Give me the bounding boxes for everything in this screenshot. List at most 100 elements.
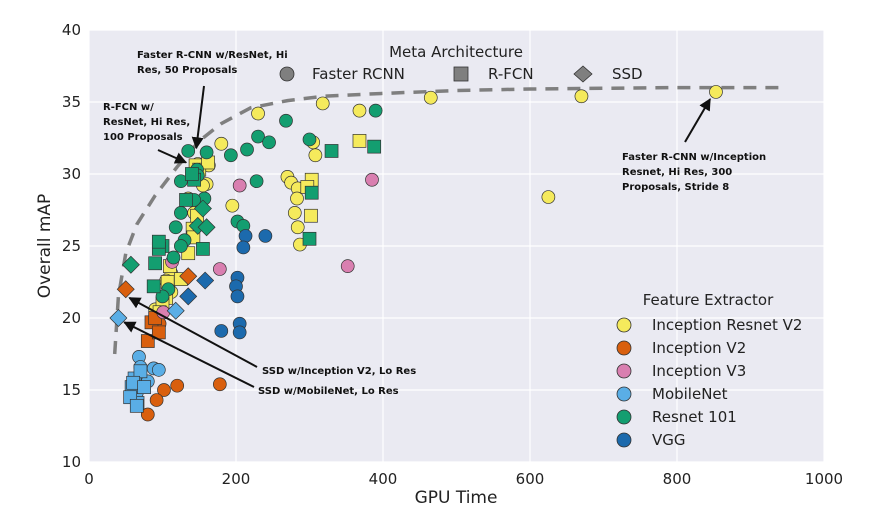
point-inception-resnet-v2-faster-rcnn xyxy=(423,90,438,105)
legend-square-marker xyxy=(453,66,469,82)
point-inception-v2-ssd xyxy=(116,280,135,299)
point-inception-resnet-v2-faster-rcnn xyxy=(352,103,367,118)
point-inception-resnet-v2-faster-rcnn xyxy=(214,136,229,151)
point-resnet-101-faster-rcnn xyxy=(168,220,183,235)
annotation-text: 100 Proposals xyxy=(103,132,183,143)
y-tick-label: 35 xyxy=(62,93,81,111)
point-inception-resnet-v2-r-fcn xyxy=(352,134,367,148)
point-resnet-101-r-fcn xyxy=(324,144,339,158)
annotation-arrow xyxy=(157,149,188,164)
point-inception-v2-faster-rcnn xyxy=(157,383,171,397)
point-inception-resnet-v2-faster-rcnn xyxy=(709,85,723,99)
point-inception-resnet-v2-faster-rcnn xyxy=(290,220,305,235)
annotation-text: Res, 50 Proposals xyxy=(137,65,237,76)
y-axis-label: Overall mAP xyxy=(35,194,55,299)
point-vgg-ssd xyxy=(196,271,215,290)
point-vgg-faster-rcnn xyxy=(236,240,251,255)
legend-swatch-vgg xyxy=(616,432,632,448)
y-tick-label: 10 xyxy=(62,453,81,471)
point-resnet-101-faster-rcnn xyxy=(302,132,317,147)
frontier-curve xyxy=(112,85,788,355)
point-resnet-101-r-fcn xyxy=(367,139,382,154)
point-inception-resnet-v2-faster-rcnn xyxy=(315,96,330,111)
annotation-text: SSD w/Inception V2, Lo Res xyxy=(262,366,416,377)
point-inception-resnet-v2-faster-rcnn xyxy=(225,198,240,213)
color-legend-title: Feature Extractor xyxy=(643,291,774,309)
y-tick-label: 15 xyxy=(62,381,81,399)
legend-entry-inception-resnet-v2: Inception Resnet V2 xyxy=(652,316,802,334)
point-mobilenet-ssd xyxy=(109,309,128,327)
legend-swatch-inception-resnet-v2 xyxy=(616,317,632,333)
legend-circle-marker xyxy=(279,66,295,82)
point-resnet-101-faster-rcnn xyxy=(262,135,276,150)
marker-legend: Meta Architecture Faster RCNN R-FCN SSD xyxy=(279,43,643,83)
point-resnet-101-faster-rcnn xyxy=(174,206,188,220)
x-tick-label: 200 xyxy=(222,470,251,488)
point-resnet-101-faster-rcnn xyxy=(199,145,214,160)
annotation-arrow xyxy=(191,85,205,150)
point-resnet-101-faster-rcnn xyxy=(368,103,383,118)
y-tick-label: 40 xyxy=(62,21,81,39)
point-inception-v2-faster-rcnn xyxy=(149,393,164,407)
point-resnet-101-faster-rcnn xyxy=(251,129,265,144)
x-tick-label: 800 xyxy=(663,470,692,488)
point-resnet-101-faster-rcnn xyxy=(279,113,293,128)
point-vgg-faster-rcnn xyxy=(258,229,273,243)
tick-labels: 0 200 400 600 800 1000 10 15 20 25 30 35 40 xyxy=(62,21,843,488)
y-tick-label: 25 xyxy=(62,237,81,255)
point-inception-v3-faster-rcnn xyxy=(212,262,227,276)
point-inception-resnet-v2-faster-rcnn xyxy=(290,191,304,206)
point-resnet-101-faster-rcnn xyxy=(224,148,238,163)
legend-swatch-mobilenet xyxy=(616,386,632,402)
y-tick-label: 20 xyxy=(62,309,81,327)
annotation-text: Proposals, Stride 8 xyxy=(622,182,729,193)
x-tick-label: 600 xyxy=(516,470,545,488)
point-resnet-101-r-fcn xyxy=(179,193,193,207)
point-mobilenet-r-fcn xyxy=(137,380,151,394)
point-inception-v3-faster-rcnn xyxy=(232,178,247,193)
legend-swatch-inception-v2 xyxy=(616,340,632,356)
point-resnet-101-r-fcn xyxy=(304,185,319,200)
x-tick-label: 1000 xyxy=(805,470,843,488)
annotation-arrow xyxy=(684,98,711,143)
annotation-text: Faster R-CNN w/ResNet, Hi xyxy=(137,50,288,61)
point-resnet-101-faster-rcnn xyxy=(166,250,181,265)
point-inception-v2-ssd xyxy=(179,267,198,286)
color-legend: Feature Extractor Inception Resnet V2 Inc… xyxy=(616,291,802,449)
point-inception-resnet-v2-r-fcn xyxy=(304,208,318,223)
point-resnet-101-ssd xyxy=(197,218,216,237)
legend-entry-inception-v3: Inception V3 xyxy=(652,362,746,380)
x-tick-label: 400 xyxy=(369,470,398,488)
annotation-text: Faster R-CNN w/Inception xyxy=(622,152,766,163)
point-inception-v3-faster-rcnn xyxy=(340,259,355,274)
point-inception-v3-faster-rcnn xyxy=(365,172,379,187)
legend-swatch-resnet-101 xyxy=(616,409,632,425)
point-resnet-101-ssd xyxy=(193,199,212,218)
point-inception-v2-faster-rcnn xyxy=(170,378,185,393)
x-tick-label: 0 xyxy=(84,470,94,488)
data-points xyxy=(109,85,723,422)
point-vgg-faster-rcnn xyxy=(230,289,245,304)
point-inception-resnet-v2-faster-rcnn xyxy=(574,89,589,104)
point-inception-v2-faster-rcnn xyxy=(140,407,155,422)
legend-entry-faster-rcnn: Faster RCNN xyxy=(312,65,405,83)
legend-entry-ssd: SSD xyxy=(612,65,643,83)
marker-legend-title: Meta Architecture xyxy=(389,43,523,61)
point-resnet-101-r-fcn xyxy=(185,167,199,181)
point-inception-resnet-v2-faster-rcnn xyxy=(287,206,302,220)
point-resnet-101-r-fcn xyxy=(146,279,161,294)
grid xyxy=(88,29,825,463)
point-resnet-101-faster-rcnn xyxy=(240,142,254,157)
point-vgg-faster-rcnn xyxy=(238,229,253,243)
legend-diamond-marker xyxy=(573,65,593,83)
point-inception-resnet-v2-faster-rcnn xyxy=(541,190,556,204)
legend-entry-inception-v2: Inception V2 xyxy=(652,339,746,357)
point-inception-v2-faster-rcnn xyxy=(212,377,227,392)
annotation-text: ResNet, Hi Res, xyxy=(103,117,190,128)
annotation-arrow xyxy=(128,296,258,368)
point-mobilenet-r-fcn xyxy=(133,364,148,379)
point-resnet-101-r-fcn xyxy=(302,231,317,246)
point-vgg-faster-rcnn xyxy=(214,324,229,338)
point-resnet-101-faster-rcnn xyxy=(174,239,188,253)
